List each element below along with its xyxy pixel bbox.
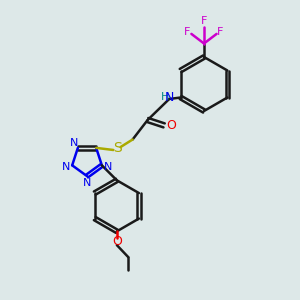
Text: N: N [83, 178, 91, 188]
Text: N: N [62, 162, 70, 172]
Text: N: N [70, 137, 78, 148]
Text: S: S [112, 142, 122, 155]
Text: F: F [184, 27, 191, 38]
Text: N: N [104, 162, 112, 172]
Text: H: H [160, 92, 169, 102]
Text: F: F [201, 16, 207, 26]
Text: O: O [112, 235, 122, 248]
Text: O: O [166, 119, 176, 132]
Text: N: N [164, 91, 174, 104]
Text: F: F [217, 27, 224, 38]
